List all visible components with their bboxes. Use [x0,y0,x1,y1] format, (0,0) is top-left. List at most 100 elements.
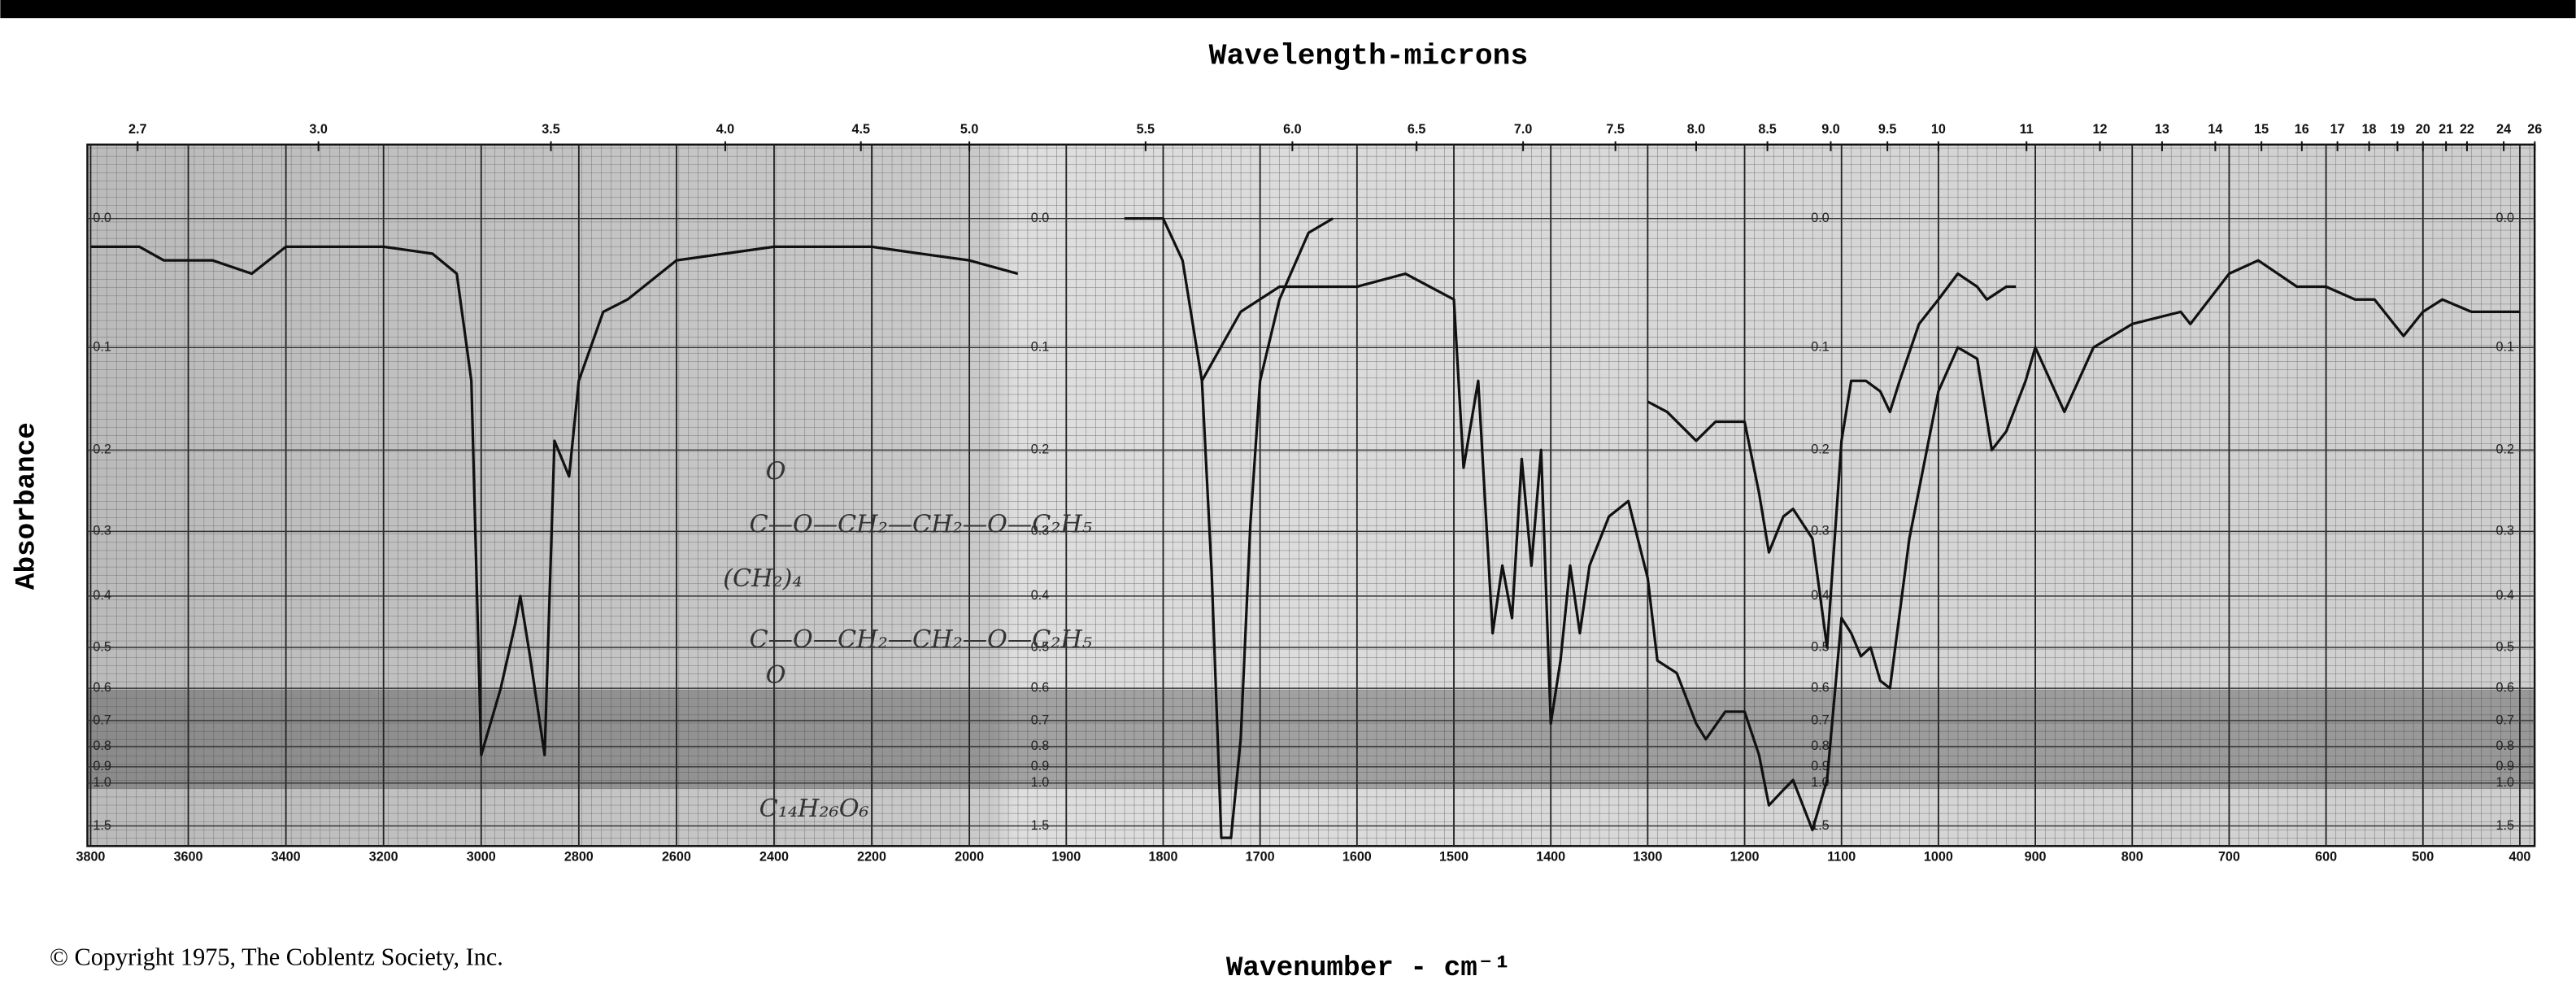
y-tick-label: 0.2 [1031,442,1049,457]
x2-tick-label: 26 [2527,122,2542,137]
x-tick-label: 1000 [1924,850,1953,865]
y-tick-label: 1.5 [1031,818,1049,833]
y-tick-label: 0.9 [1031,759,1049,773]
scan-band [87,690,2535,789]
y-tick-label: 0.6 [93,680,111,695]
y-tick-label: 0.2 [2496,442,2514,457]
spectrum-line [1647,272,2017,649]
x-tick-label: 500 [2412,850,2434,865]
y-tick-label: 0.8 [2496,738,2514,753]
y-tick-label: 1.0 [2496,775,2514,790]
x-tick-label: 2800 [564,850,594,865]
scan-edge [0,0,2576,19]
x-tick-label: 3000 [467,850,496,865]
y-tick-label: 0.0 [93,211,111,225]
x-tick-label: 2600 [662,850,691,865]
y-tick-label: 0.1 [1031,340,1049,355]
y-tick-label: 0.9 [1811,759,1829,773]
x2-tick-label: 10 [1931,122,1946,137]
y-axis-label: Absorbance [11,422,43,590]
x-tick-label: 2400 [759,850,789,865]
y-tick-label: 0.0 [1031,211,1049,225]
annotation: O [766,458,786,486]
y-tick-label: 0.8 [1031,738,1049,753]
x2-tick-label: 3.5 [542,122,559,137]
y-tick-label: 0.4 [1031,588,1049,603]
x2-tick-label: 18 [2362,122,2377,137]
x2-tick-label: 5.0 [960,122,978,137]
y-tick-label: 0.5 [2496,639,2514,654]
x2-tick-label: 21 [2439,122,2453,137]
x2-tick-label: 17 [2330,122,2345,137]
copyright: © Copyright 1975, The Coblentz Society, … [50,943,503,971]
annotation: C—O—CH₂—CH₂—O—C₂H₅ [749,510,1092,538]
x2-tick-label: 4.5 [851,122,869,137]
x-tick-label: 3600 [174,850,203,865]
x-tick-label: 1700 [1246,850,1275,865]
y-tick-label: 0.7 [93,712,111,727]
plot-frame [86,143,2536,847]
scan-shade [87,144,2535,847]
x-tick-label: 800 [2121,850,2143,865]
annotation: O [766,661,786,690]
chart-title: Wavelength-microns [1209,39,1529,72]
x2-tick-label: 4.0 [716,122,734,137]
y-tick-label: 0.3 [1031,524,1049,538]
spectrum-line [1124,217,1334,839]
y-tick-label: 0.3 [2496,524,2514,538]
y-tick-label: 0.7 [2496,712,2514,727]
y-tick-label: 0.9 [2496,759,2514,773]
x-tick-label: 3200 [369,850,398,865]
x-tick-label: 2200 [857,850,886,865]
x-tick-label: 3400 [272,850,301,865]
y-tick-label: 0.2 [93,442,111,457]
y-tick-label: 0.5 [1031,639,1049,654]
x-tick-label: 1800 [1149,850,1178,865]
y-tick-label: 0.3 [1811,524,1829,538]
x2-tick-label: 2.7 [128,122,146,137]
y-tick-label: 1.0 [1031,775,1049,790]
y-tick-label: 0.7 [1811,712,1829,727]
x2-tick-label: 12 [2093,122,2108,137]
x-tick-label: 900 [2025,850,2047,865]
x-tick-label: 400 [2509,850,2530,865]
x2-tick-label: 5.5 [1137,122,1155,137]
y-tick-label: 0.0 [1811,211,1829,225]
x-tick-label: 1500 [1439,850,1469,865]
spectrum-line [90,245,1019,756]
x2-tick-label: 22 [2460,122,2474,137]
y-tick-label: 0.4 [2496,588,2514,603]
annotation: C—O—CH₂—CH₂—O—C₂H₅ [749,625,1092,654]
x-tick-label: 1300 [1633,850,1662,865]
y-tick-label: 0.5 [1811,639,1829,654]
x-tick-label: 700 [2218,850,2240,865]
y-tick-label: 0.0 [2496,211,2514,225]
y-tick-label: 1.5 [2496,818,2514,833]
x2-tick-label: 8.5 [1758,122,1776,137]
y-tick-label: 0.4 [93,588,111,603]
spectrum-line [1200,259,2520,832]
x2-tick-label: 20 [2416,122,2430,137]
x2-tick-label: 9.0 [1821,122,1839,137]
y-tick-label: 0.2 [1811,442,1829,457]
x2-tick-label: 6.5 [1408,122,1425,137]
x-tick-label: 1900 [1051,850,1081,865]
x-tick-label: 1400 [1536,850,1565,865]
annotation: C₁₄H₂₆O₆ [759,795,869,823]
y-tick-label: 0.9 [93,759,111,773]
y-tick-label: 0.3 [93,524,111,538]
x2-tick-label: 7.5 [1606,122,1624,137]
y-tick-label: 0.6 [1031,680,1049,695]
x-tick-label: 3800 [76,850,106,865]
x-tick-label: 600 [2315,850,2337,865]
y-tick-label: 0.1 [1811,340,1829,355]
x2-tick-label: 15 [2254,122,2269,137]
x2-tick-label: 19 [2390,122,2404,137]
annotation: (CH₂)₄ [723,564,802,593]
x2-tick-label: 11 [2020,122,2034,137]
y-tick-label: 0.8 [93,738,111,753]
x2-tick-label: 24 [2496,122,2511,137]
x2-tick-label: 8.0 [1687,122,1705,137]
x-tick-label: 2000 [955,850,984,865]
y-tick-label: 0.5 [93,639,111,654]
